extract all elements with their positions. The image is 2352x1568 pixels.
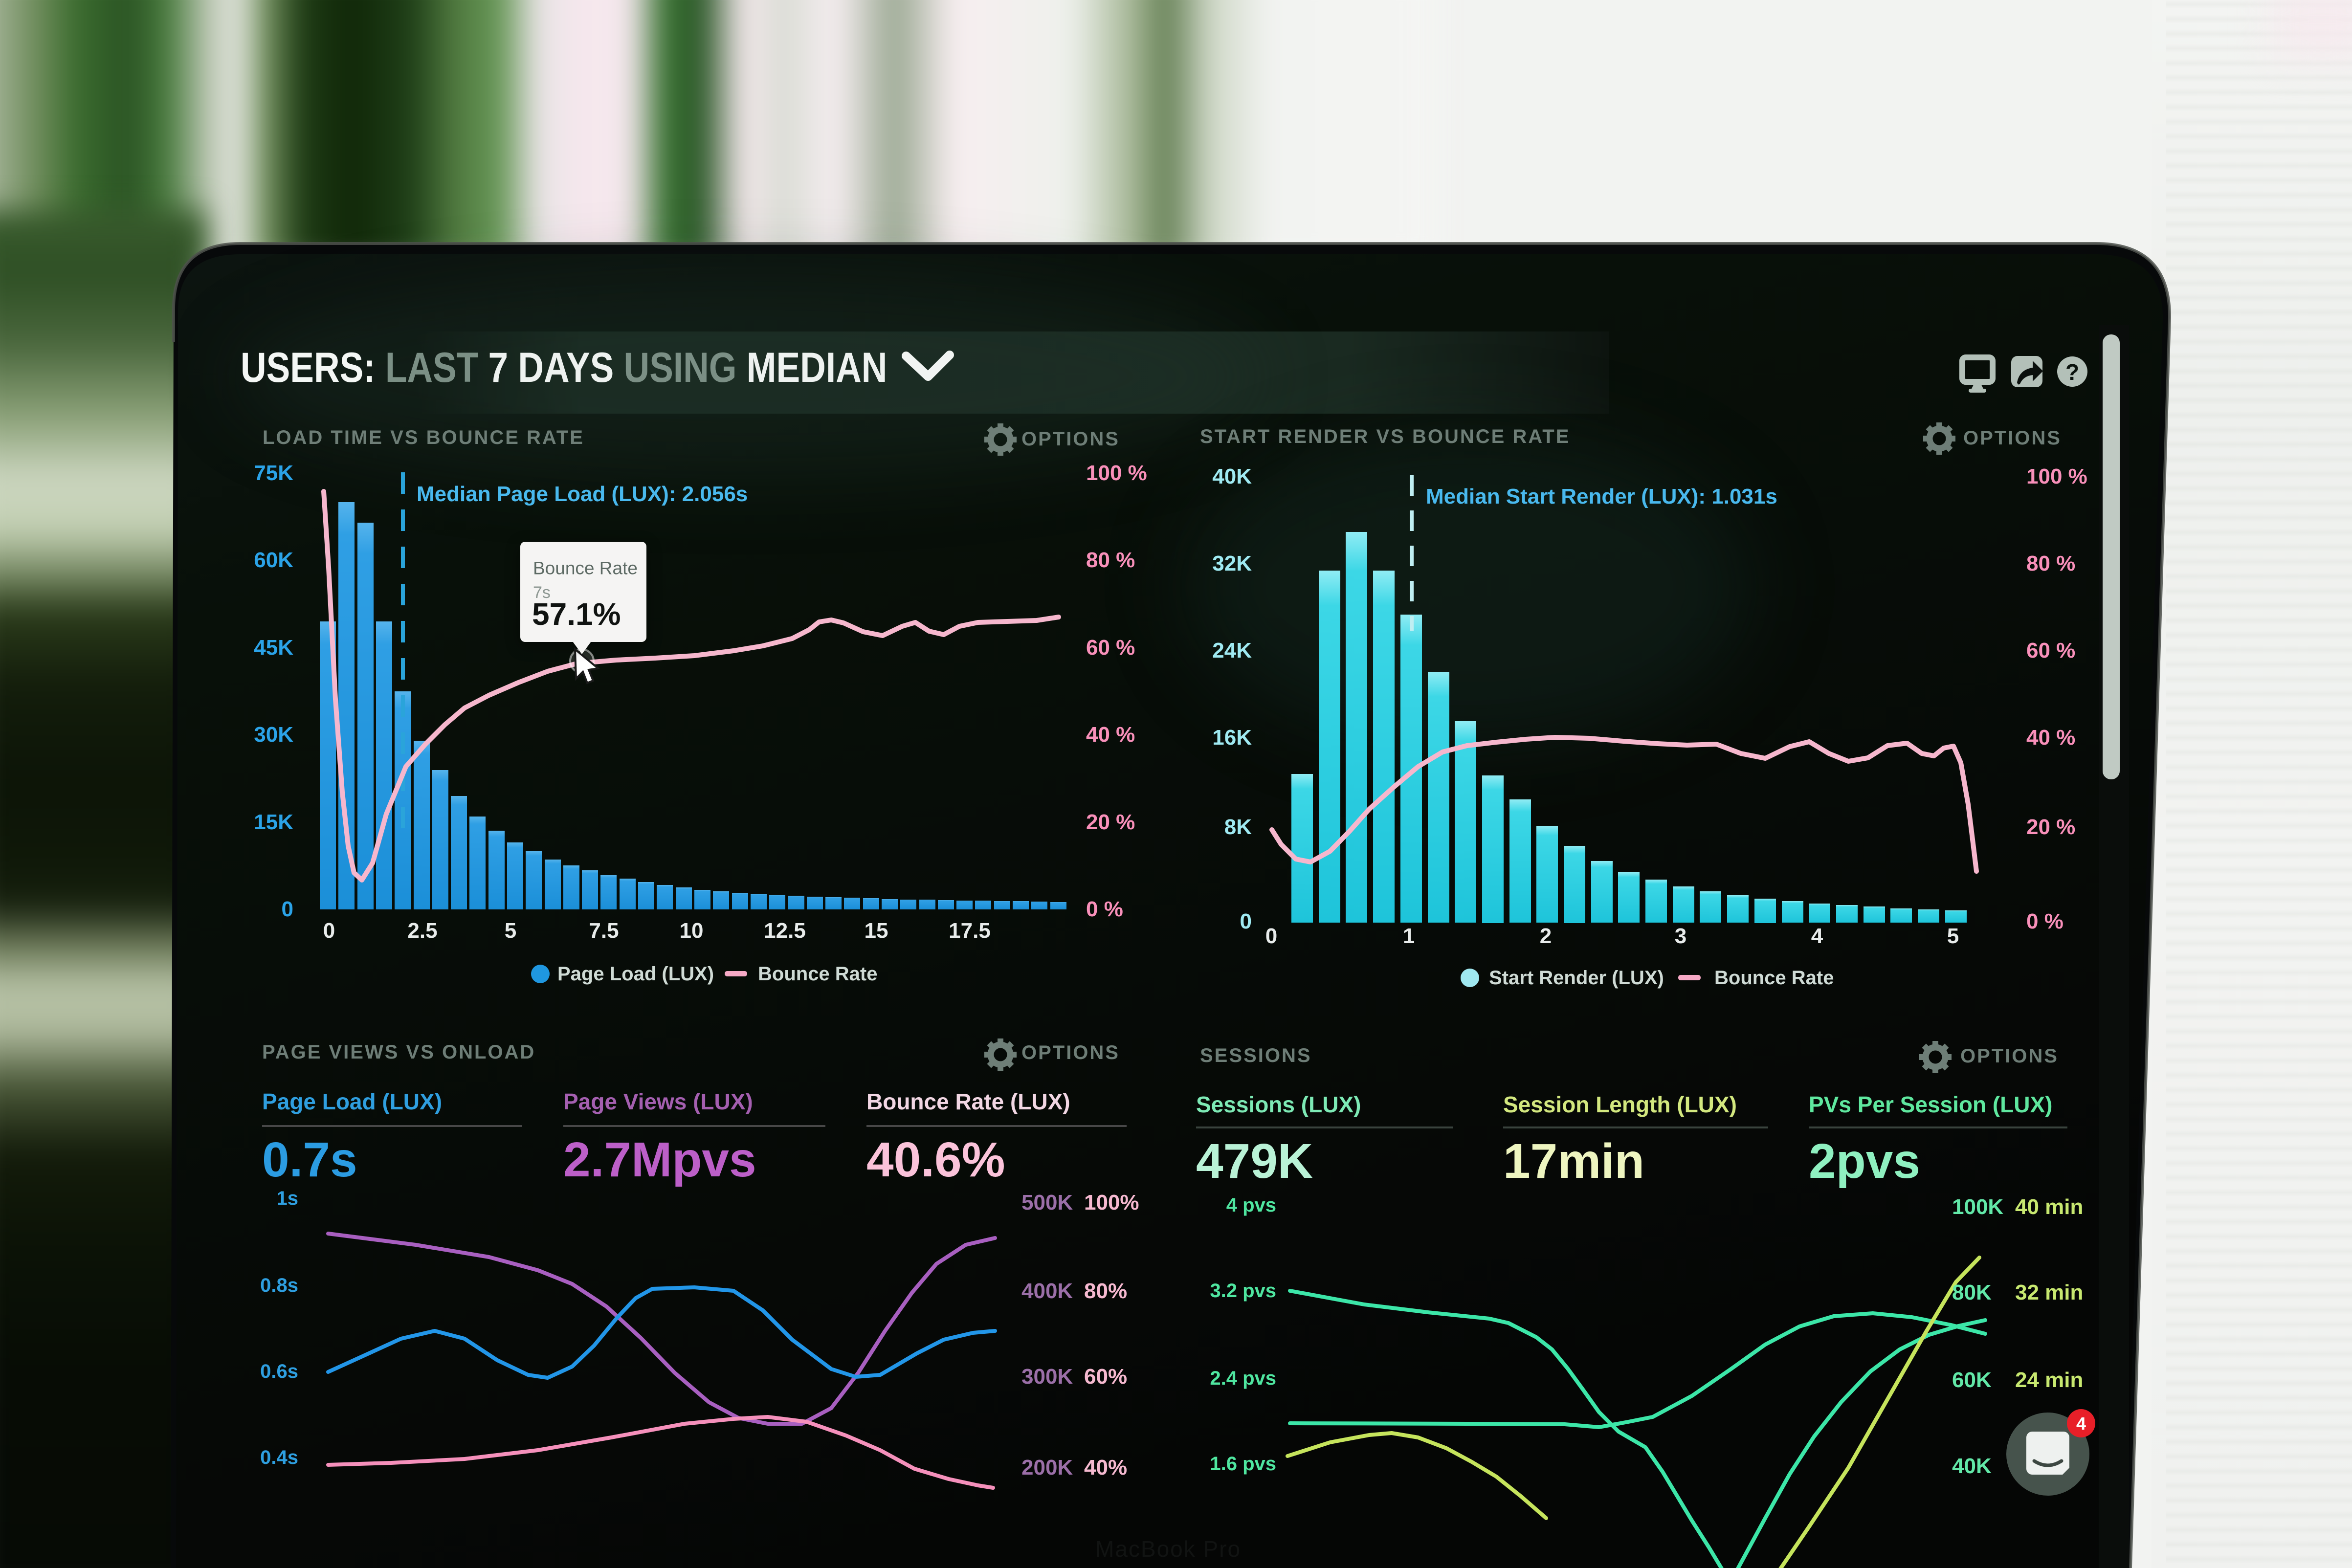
svg-text:?: ? <box>2065 359 2079 385</box>
svg-text:4: 4 <box>2076 1413 2086 1434</box>
